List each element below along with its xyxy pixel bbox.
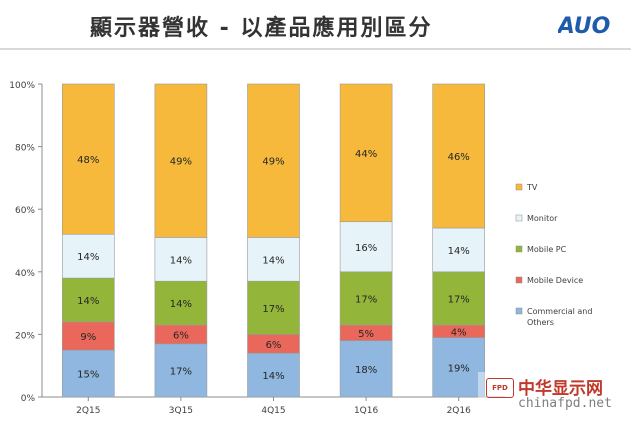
auo-logo: AUO: [558, 14, 610, 39]
data-label: 44%: [355, 149, 377, 160]
auo-logo-text: AUO: [558, 14, 610, 39]
x-tick-label: 2Q15: [76, 406, 100, 416]
x-tick-label: 4Q15: [261, 406, 285, 416]
data-label: 17%: [170, 366, 192, 377]
bar-segment: [432, 337, 486, 398]
data-label: 14%: [77, 252, 99, 263]
data-label: 6%: [173, 330, 189, 341]
legend-label: Commercial and Others: [527, 307, 592, 327]
data-label: 14%: [448, 246, 470, 257]
data-label: 16%: [355, 243, 377, 254]
legend-label: TV: [526, 183, 538, 192]
header-divider: [0, 48, 631, 50]
data-label: 17%: [262, 304, 284, 315]
data-label: 17%: [448, 294, 470, 305]
data-label: 19%: [448, 363, 470, 374]
data-label: 49%: [170, 157, 192, 168]
bar-segment: [247, 280, 300, 335]
bar-segment: [247, 83, 300, 238]
watermark: FPD 中华显示网 chinafpd.net: [478, 372, 626, 416]
bar-segment: [61, 233, 115, 279]
y-tick-label: 80%: [15, 144, 35, 154]
data-label: 4%: [451, 327, 467, 338]
bar-segment: [432, 83, 486, 229]
bar-segment: [339, 221, 393, 273]
legend-swatch: [515, 307, 523, 315]
data-label: 46%: [448, 152, 470, 163]
data-label: 18%: [355, 365, 377, 376]
bar-segment: [154, 83, 208, 238]
data-label: 49%: [262, 157, 284, 168]
legend-label: Mobile PC: [527, 245, 567, 254]
data-label: 6%: [266, 340, 282, 351]
legend-label: Monitor: [527, 214, 558, 223]
legend-swatch: [515, 276, 523, 284]
data-label: 14%: [262, 371, 284, 382]
data-label: 15%: [77, 370, 99, 381]
data-label: 48%: [77, 155, 99, 166]
bar-segment: [61, 321, 115, 351]
data-label: 14%: [170, 299, 192, 310]
watermark-name: 中华显示网: [518, 379, 603, 399]
bar-segment: [154, 237, 208, 282]
y-tick-label: 20%: [15, 331, 35, 341]
watermark-badge: FPD: [486, 378, 514, 398]
data-label: 5%: [358, 329, 374, 340]
bar-segment: [339, 83, 393, 223]
bar-segment: [61, 349, 115, 398]
data-label: 17%: [355, 294, 377, 305]
bar-segment: [432, 271, 486, 326]
data-label: 14%: [77, 296, 99, 307]
data-label: 14%: [262, 255, 284, 266]
y-tick-label: 60%: [15, 206, 35, 216]
y-tick-label: 100%: [9, 81, 35, 91]
legend-label: Mobile Device: [527, 276, 583, 285]
data-label: 9%: [80, 332, 96, 343]
y-tick-label: 0%: [21, 394, 36, 404]
bar-segment: [247, 237, 300, 282]
x-tick-label: 3Q15: [169, 406, 193, 416]
x-tick-label: 2Q16: [447, 406, 472, 416]
bar-segment: [247, 352, 300, 398]
bar-segment: [432, 227, 486, 273]
bar-segment: [61, 83, 115, 235]
legend-swatch: [515, 245, 523, 253]
watermark-url: chinafpd.net: [518, 396, 612, 411]
bar-segment: [154, 280, 208, 326]
bar-segment: [61, 277, 115, 323]
legend-swatch: [515, 183, 523, 191]
x-tick-label: 1Q16: [354, 406, 379, 416]
bar-segment: [339, 271, 393, 326]
y-tick-label: 40%: [15, 269, 35, 279]
data-label: 14%: [170, 255, 192, 266]
legend-swatch: [515, 214, 523, 222]
page-title: 顯示器營收 - 以產品應用別區分: [90, 16, 433, 41]
